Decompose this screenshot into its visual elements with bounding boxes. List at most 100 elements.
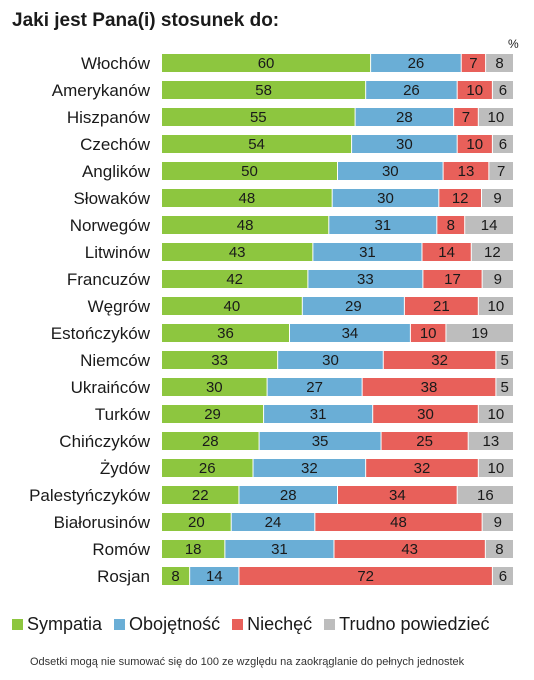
legend-item-niechec: Niechęć <box>232 614 312 635</box>
category-label: Ukraińców <box>71 378 151 397</box>
data-label: 33 <box>357 271 374 288</box>
data-label: 9 <box>494 514 502 531</box>
data-label: 38 <box>421 379 438 396</box>
data-label: 30 <box>322 352 339 369</box>
data-label: 55 <box>250 109 267 126</box>
bar-segment-obojetnosc <box>308 270 423 288</box>
data-label: 31 <box>359 244 376 261</box>
bar-segment-obojetnosc <box>313 243 422 261</box>
bar-segment-sympatia <box>162 513 231 531</box>
data-label: 7 <box>469 55 477 72</box>
data-label: 26 <box>408 55 425 72</box>
data-label: 21 <box>433 298 450 315</box>
bar-segment-trudno-powiedziec <box>465 216 513 234</box>
bar-segment-obojetnosc <box>278 351 383 369</box>
bar-segment-trudno-powiedziec <box>446 324 513 342</box>
bar-segment-niechec <box>457 135 492 153</box>
bar-segment-sympatia <box>162 162 337 180</box>
bar-segment-niechec <box>422 243 471 261</box>
bar-segment-trudno-powiedziec <box>468 432 513 450</box>
data-label: 16 <box>477 487 494 504</box>
category-label: Anglików <box>82 162 151 181</box>
data-label: 48 <box>238 190 255 207</box>
category-label: Turków <box>95 405 151 424</box>
data-label: 8 <box>495 541 503 558</box>
legend-label: Sympatia <box>27 614 103 634</box>
category-label: Czechów <box>80 135 151 154</box>
bar-segment-niechec <box>443 162 489 180</box>
legend-label: Trudno powiedzieć <box>339 614 490 634</box>
data-label: 48 <box>390 514 407 531</box>
bar-segment-niechec <box>410 324 446 342</box>
data-label: 30 <box>382 163 399 180</box>
bar-segment-trudno-powiedziec <box>482 513 513 531</box>
legend-swatch <box>114 619 126 630</box>
legend-label: Obojętność <box>129 614 221 634</box>
data-label: 8 <box>447 217 455 234</box>
data-label: 10 <box>488 109 505 126</box>
data-label: 32 <box>414 460 431 477</box>
data-label: 54 <box>248 136 265 153</box>
bar-segment-trudno-powiedziec <box>478 297 513 315</box>
bar-segment-trudno-powiedziec <box>492 567 513 585</box>
category-label: Węgrów <box>88 297 151 316</box>
bar-segment-trudno-powiedziec <box>489 162 513 180</box>
bar-segment-sympatia <box>162 216 329 234</box>
data-label: 13 <box>458 163 475 180</box>
data-label: 26 <box>403 82 420 99</box>
bar-segment-niechec <box>439 189 481 207</box>
bar-segment-obojetnosc <box>338 162 443 180</box>
data-label: 72 <box>357 568 374 585</box>
category-label: Hiszpanów <box>67 108 151 127</box>
category-label: Włochów <box>81 54 151 73</box>
bar-segment-trudno-powiedziec <box>496 378 513 396</box>
category-label: Francuzów <box>67 270 151 289</box>
bar-segment-trudno-powiedziec <box>492 135 513 153</box>
data-label: 8 <box>495 55 503 72</box>
bar-segment-trudno-powiedziec <box>492 81 513 99</box>
data-label: 43 <box>401 541 418 558</box>
data-label: 34 <box>342 325 359 342</box>
data-label: 18 <box>185 541 202 558</box>
category-label: Litwinów <box>85 243 151 262</box>
bar-segment-trudno-powiedziec <box>478 405 513 423</box>
bar-segment-obojetnosc <box>329 216 437 234</box>
data-label: 32 <box>431 352 448 369</box>
data-label: 34 <box>389 487 406 504</box>
data-label: 48 <box>237 217 254 234</box>
bar-segment-niechec <box>437 216 465 234</box>
bar-segment-trudno-powiedziec <box>478 108 513 126</box>
bar-segment-niechec <box>381 432 468 450</box>
legend-item-sympatia: Sympatia <box>12 614 102 635</box>
bar-segment-sympatia <box>162 324 289 342</box>
bar-segment-sympatia <box>162 54 371 72</box>
bar-segment-trudno-powiedziec <box>482 270 513 288</box>
bar-segment-obojetnosc <box>355 108 454 126</box>
bar-segment-trudno-powiedziec <box>485 540 513 558</box>
category-label: Norwegów <box>70 216 151 235</box>
bar-segment-niechec <box>461 54 486 72</box>
data-label: 60 <box>258 55 275 72</box>
bar-segment-niechec <box>383 351 496 369</box>
bar-segment-sympatia <box>162 378 267 396</box>
bar-segment-sympatia <box>162 351 278 369</box>
data-label: 9 <box>494 271 502 288</box>
data-label: 26 <box>199 460 216 477</box>
data-label: 7 <box>462 109 470 126</box>
bar-segment-trudno-powiedziec <box>478 459 513 477</box>
bar-segment-obojetnosc <box>231 513 315 531</box>
data-label: 22 <box>192 487 209 504</box>
bar-segment-niechec <box>315 513 482 531</box>
category-label: Białorusinów <box>54 513 151 532</box>
bar-segment-sympatia <box>162 135 352 153</box>
category-label: Estończyków <box>51 324 151 343</box>
data-label: 10 <box>466 136 483 153</box>
category-label: Słowaków <box>73 189 150 208</box>
data-label: 42 <box>226 271 243 288</box>
data-label: 10 <box>488 406 505 423</box>
data-label: 28 <box>202 433 219 450</box>
bar-segment-trudno-powiedziec <box>471 243 513 261</box>
bar-segment-sympatia <box>162 81 366 99</box>
category-label: Amerykanów <box>52 81 151 100</box>
